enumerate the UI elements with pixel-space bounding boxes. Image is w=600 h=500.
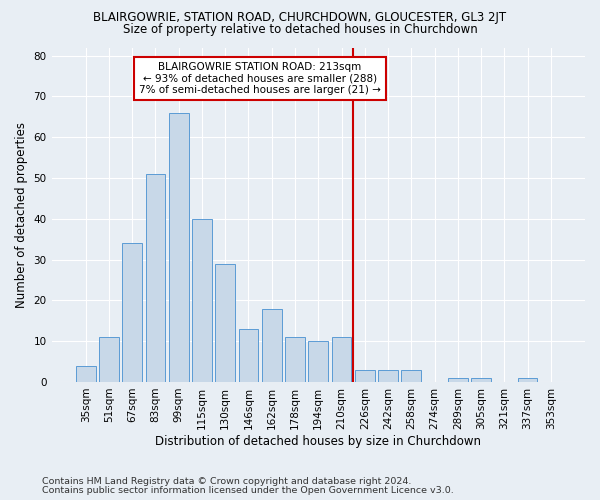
Y-axis label: Number of detached properties: Number of detached properties bbox=[15, 122, 28, 308]
Bar bbox=[99, 337, 119, 382]
Bar bbox=[239, 329, 259, 382]
Bar bbox=[192, 219, 212, 382]
Bar bbox=[122, 244, 142, 382]
Text: Contains HM Land Registry data © Crown copyright and database right 2024.: Contains HM Land Registry data © Crown c… bbox=[42, 477, 412, 486]
Bar bbox=[518, 378, 538, 382]
Bar bbox=[471, 378, 491, 382]
Text: Size of property relative to detached houses in Churchdown: Size of property relative to detached ho… bbox=[122, 22, 478, 36]
Bar bbox=[169, 113, 188, 382]
Bar bbox=[448, 378, 468, 382]
X-axis label: Distribution of detached houses by size in Churchdown: Distribution of detached houses by size … bbox=[155, 434, 481, 448]
Bar bbox=[355, 370, 374, 382]
Text: Contains public sector information licensed under the Open Government Licence v3: Contains public sector information licen… bbox=[42, 486, 454, 495]
Text: BLAIRGOWRIE STATION ROAD: 213sqm
← 93% of detached houses are smaller (288)
7% o: BLAIRGOWRIE STATION ROAD: 213sqm ← 93% o… bbox=[139, 62, 381, 95]
Bar bbox=[401, 370, 421, 382]
Bar bbox=[262, 308, 281, 382]
Bar bbox=[215, 264, 235, 382]
Bar bbox=[76, 366, 95, 382]
Bar bbox=[378, 370, 398, 382]
Bar bbox=[146, 174, 166, 382]
Text: BLAIRGOWRIE, STATION ROAD, CHURCHDOWN, GLOUCESTER, GL3 2JT: BLAIRGOWRIE, STATION ROAD, CHURCHDOWN, G… bbox=[94, 10, 506, 24]
Bar bbox=[332, 337, 352, 382]
Bar bbox=[308, 341, 328, 382]
Bar bbox=[285, 337, 305, 382]
